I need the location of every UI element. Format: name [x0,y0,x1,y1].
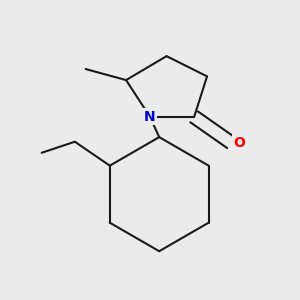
Text: N: N [144,110,156,124]
Text: O: O [233,136,245,150]
